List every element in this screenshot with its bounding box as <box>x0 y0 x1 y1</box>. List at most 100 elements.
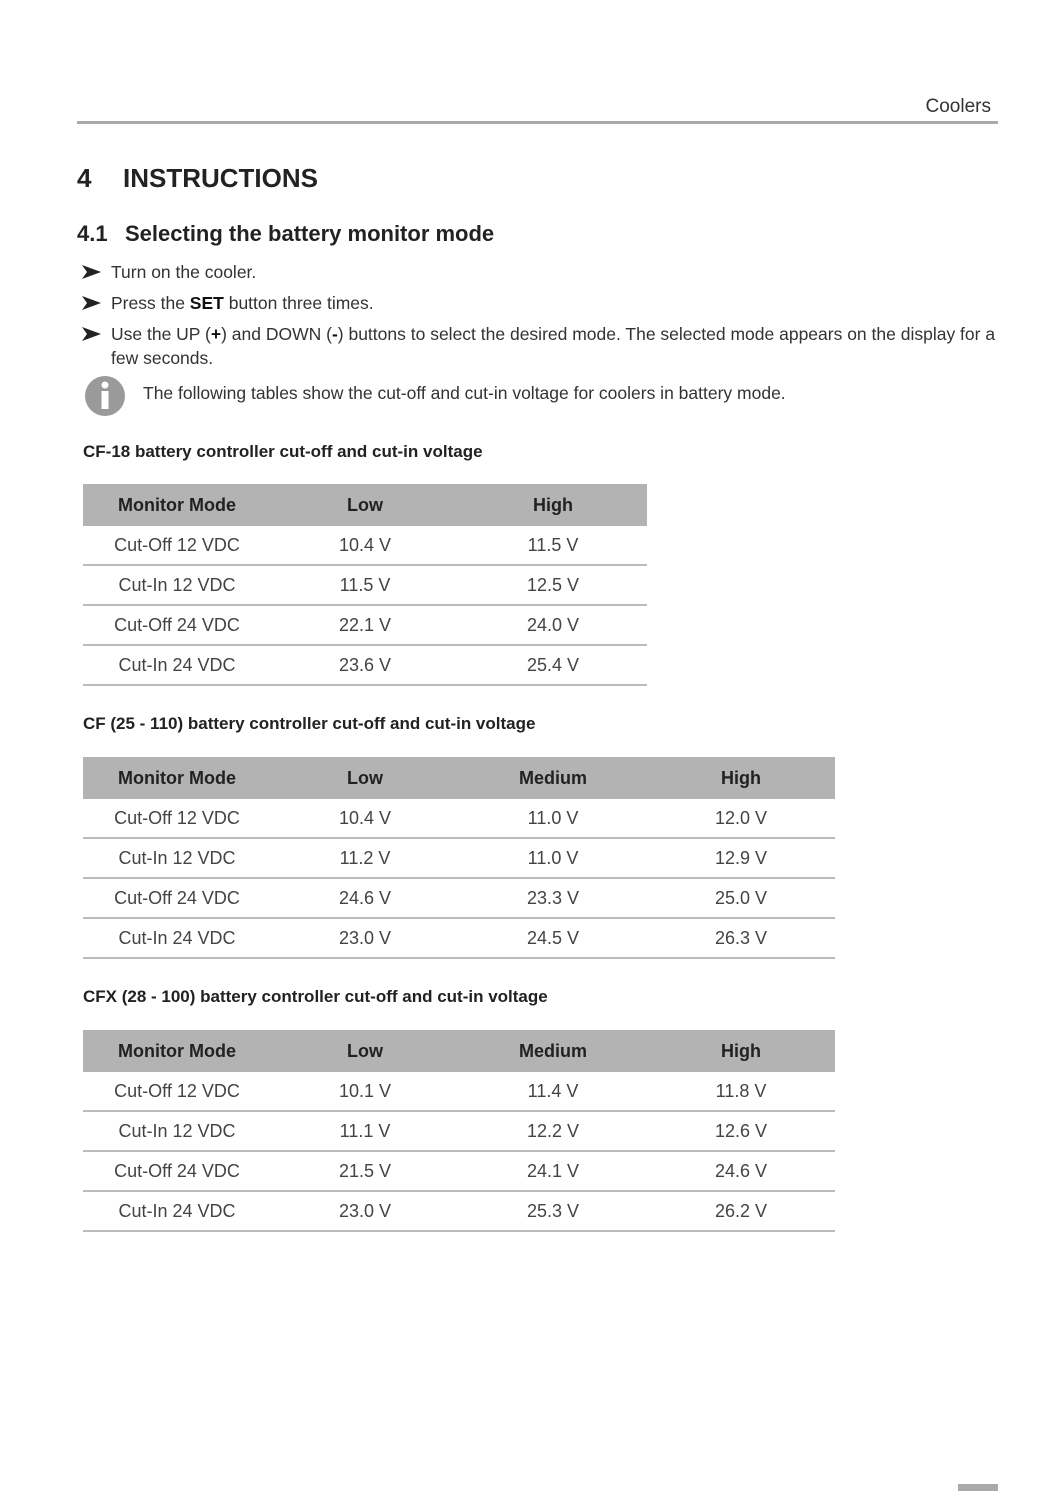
table-cell: 11.0 V <box>459 799 647 839</box>
table-cell: Cut-Off 24 VDC <box>83 1151 271 1192</box>
table-cell: 11.4 V <box>459 1072 647 1112</box>
table-row: Cut-Off 24 VDC 21.5 V 24.1 V 24.6 V <box>83 1151 835 1192</box>
table-cell: 12.2 V <box>459 1111 647 1152</box>
table-cell: Cut-In 24 VDC <box>83 645 271 686</box>
step-run: SET <box>189 293 224 313</box>
column-header: Low <box>271 757 459 799</box>
step-text: Press the SET button three times. <box>111 291 998 315</box>
table-cell: Cut-Off 24 VDC <box>83 878 271 919</box>
table-row: Cut-Off 12 VDC 10.4 V 11.0 V 12.0 V <box>83 799 835 839</box>
section-title: INSTRUCTIONS <box>123 163 318 193</box>
step-run: - <box>331 324 338 344</box>
table-cell: 24.0 V <box>459 605 647 646</box>
table-cell: 24.5 V <box>459 918 647 959</box>
table-cell: 21.5 V <box>271 1151 459 1192</box>
table-cell: 23.6 V <box>271 645 459 686</box>
table-cell: 23.0 V <box>271 918 459 959</box>
table-row: Cut-In 12 VDC 11.1 V 12.2 V 12.6 V <box>83 1111 835 1152</box>
subsection-number: 4.1 <box>77 221 108 246</box>
step-run: ) buttons to select the desired mode. Th… <box>111 324 996 368</box>
column-header: High <box>647 1030 835 1072</box>
step-text: Turn on the cooler. <box>111 260 998 284</box>
page-marker <box>958 1484 998 1491</box>
table-cell: 10.1 V <box>271 1072 459 1112</box>
table-row: Cut-In 12 VDC 11.2 V 11.0 V 12.9 V <box>83 838 835 879</box>
table-caption: CFX (28 - 100) battery controller cut-of… <box>83 987 548 1006</box>
column-header: Medium <box>459 757 647 799</box>
table-cell: 11.5 V <box>459 526 647 566</box>
table-cell: 10.4 V <box>271 526 459 566</box>
table-cell: 24.1 V <box>459 1151 647 1192</box>
table-row: Cut-In 24 VDC 23.0 V 25.3 V 26.2 V <box>83 1191 835 1232</box>
table-row: Cut-Off 12 VDC 10.4 V 11.5 V <box>83 526 647 566</box>
header-row: Monitor Mode Low Medium High <box>83 1030 835 1072</box>
step: Press the SET button three times. <box>82 291 998 315</box>
table-row: Cut-Off 24 VDC 22.1 V 24.0 V <box>83 605 647 646</box>
data-table: Monitor Mode Low Medium High Cut-Off 12 VDC 1… <box>83 1030 835 1232</box>
table-cell: Cut-Off 24 VDC <box>83 605 271 646</box>
column-header: Monitor Mode <box>83 484 271 526</box>
table-cell: 12.6 V <box>647 1111 835 1152</box>
table-cell: 22.1 V <box>271 605 459 646</box>
table-cell: 10.4 V <box>271 799 459 839</box>
table-cell: 12.0 V <box>647 799 835 839</box>
step-run: + <box>210 324 222 344</box>
table-cell: 24.6 V <box>271 878 459 919</box>
table-caption: CF-18 battery controller cut-off and cut… <box>83 442 483 461</box>
table-cell: 12.9 V <box>647 838 835 879</box>
table-row: Cut-In 24 VDC 23.0 V 24.5 V 26.3 V <box>83 918 835 959</box>
info-icon <box>85 376 125 416</box>
table-cell: 25.0 V <box>647 878 835 919</box>
step-run: Use the UP ( <box>111 324 211 344</box>
table-cell: 11.0 V <box>459 838 647 879</box>
subsection-title: Selecting the battery monitor mode <box>125 221 495 246</box>
table-row: Cut-Off 12 VDC 10.1 V 11.4 V 11.8 V <box>83 1072 835 1112</box>
table-cell: Cut-Off 12 VDC <box>83 526 271 566</box>
header-row: Monitor Mode Low High <box>83 484 647 526</box>
table-cell: 23.3 V <box>459 878 647 919</box>
step: Turn on the cooler. <box>82 260 998 284</box>
data-table: Monitor Mode Low Medium High Cut-Off 12 VDC 1… <box>83 757 835 959</box>
table-cell: 11.1 V <box>271 1111 459 1152</box>
step-run: Press the <box>111 293 190 313</box>
table-cell: Cut-In 12 VDC <box>83 838 271 879</box>
step-run: button three times. <box>223 293 374 313</box>
table-row: Cut-In 24 VDC 23.6 V 25.4 V <box>83 645 647 686</box>
subsection-heading: 4.1 Selecting the battery monitor mode <box>77 221 494 247</box>
table-cell: 11.8 V <box>647 1072 835 1112</box>
section-heading: 4 INSTRUCTIONS <box>77 163 318 194</box>
table-cell: Cut-In 24 VDC <box>83 1191 271 1232</box>
step: Use the UP (+) and DOWN (-) buttons to s… <box>82 322 998 370</box>
table-cell: 26.3 V <box>647 918 835 959</box>
table-cell: 11.5 V <box>271 565 459 606</box>
step-run: ) and DOWN ( <box>221 324 332 344</box>
bullet-arrow <box>82 327 101 341</box>
bullet-arrow <box>82 265 101 279</box>
column-header: Low <box>271 484 459 526</box>
column-header: High <box>459 484 647 526</box>
column-header: Monitor Mode <box>83 757 271 799</box>
table-cell: 26.2 V <box>647 1191 835 1232</box>
section-number: 4 <box>77 163 92 193</box>
column-header: Monitor Mode <box>83 1030 271 1072</box>
table-cell: Cut-Off 12 VDC <box>83 799 271 839</box>
table-row: Cut-Off 24 VDC 24.6 V 23.3 V 25.0 V <box>83 878 835 919</box>
header-rule <box>77 121 998 124</box>
step-text: Use the UP (+) and DOWN (-) buttons to s… <box>111 322 998 370</box>
table-cell: Cut-In 12 VDC <box>83 565 271 606</box>
bullet-arrow <box>82 296 101 310</box>
table-cell: 25.4 V <box>459 645 647 686</box>
header-label: Coolers <box>925 96 991 117</box>
table-cell: 23.0 V <box>271 1191 459 1232</box>
step-run: Turn on the cooler. <box>111 262 257 282</box>
column-header: Low <box>271 1030 459 1072</box>
table-caption: CF (25 - 110) battery controller cut-off… <box>83 714 536 733</box>
table-cell: 25.3 V <box>459 1191 647 1232</box>
column-header: Medium <box>459 1030 647 1072</box>
table-row: Cut-In 12 VDC 11.5 V 12.5 V <box>83 565 647 606</box>
column-header: High <box>647 757 835 799</box>
table-cell: Cut-Off 12 VDC <box>83 1072 271 1112</box>
table-cell: 24.6 V <box>647 1151 835 1192</box>
